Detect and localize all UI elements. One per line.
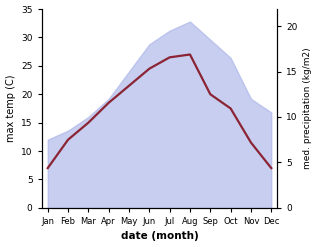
X-axis label: date (month): date (month) <box>121 231 198 242</box>
Y-axis label: med. precipitation (kg/m2): med. precipitation (kg/m2) <box>303 48 313 169</box>
Y-axis label: max temp (C): max temp (C) <box>5 75 16 142</box>
